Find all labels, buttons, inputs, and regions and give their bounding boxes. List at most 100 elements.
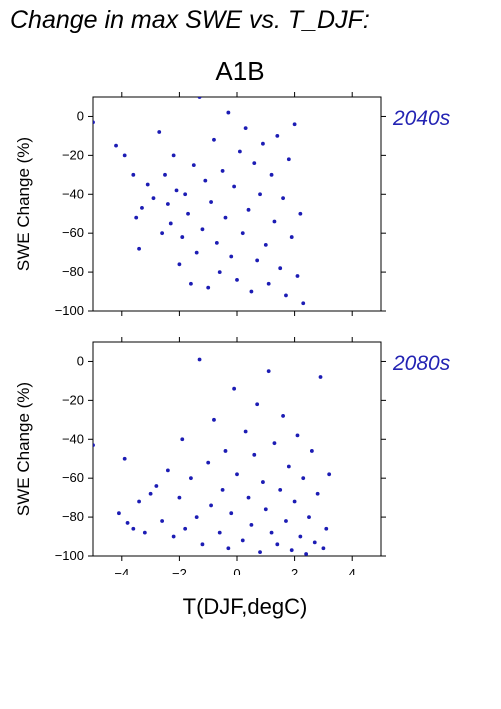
scatter-point <box>183 192 188 197</box>
scatter-point <box>278 266 283 271</box>
scatter-point <box>226 546 231 551</box>
scatter-point <box>292 499 297 504</box>
scatter-point <box>232 386 237 391</box>
scatter-point <box>318 375 323 379</box>
scatter-point <box>157 130 162 134</box>
y-axis-label: SWE Change (%) <box>14 382 33 516</box>
points-group <box>93 97 306 306</box>
scatter-point <box>194 515 199 519</box>
y-tick-label: −40 <box>62 431 84 446</box>
scatter-point <box>249 522 254 527</box>
scatter-point <box>229 511 234 516</box>
scatter-point <box>295 274 300 278</box>
scatter-point <box>246 495 251 500</box>
scatter-point <box>272 219 277 224</box>
y-axis-label: SWE Change (%) <box>14 137 33 271</box>
scatter-point <box>289 548 294 553</box>
scatter-point <box>154 484 159 488</box>
scatter-point <box>226 110 231 115</box>
scatter-point <box>298 534 303 539</box>
scatter-point <box>229 254 234 259</box>
scatter-point <box>327 472 332 477</box>
scatter-point <box>298 211 303 216</box>
scatter-point <box>217 530 222 535</box>
y-tick-label: −20 <box>62 147 84 162</box>
scatter-point <box>252 161 257 166</box>
scatter-point <box>263 242 268 247</box>
scatter-point <box>122 153 127 158</box>
scatter-point <box>134 215 139 220</box>
scatter-point <box>284 293 288 298</box>
scatter-point <box>168 221 173 226</box>
y-tick-label: 0 <box>77 108 84 123</box>
scatter-point <box>286 464 291 469</box>
scatter-point <box>131 172 136 177</box>
scatter-point <box>212 417 216 422</box>
scatter-point <box>235 472 239 477</box>
scatter-point <box>272 441 277 446</box>
scatter-point <box>309 449 314 453</box>
scatter-point <box>269 530 274 535</box>
scatter-point <box>289 235 294 239</box>
y-tick-label: −80 <box>62 509 84 524</box>
scatter-point <box>209 200 213 204</box>
scatter-point <box>278 487 283 492</box>
scatter-point <box>174 188 179 193</box>
scatter-point <box>180 437 185 442</box>
scatter-point <box>180 235 185 239</box>
period-label: 2040s <box>392 107 451 130</box>
scatter-point <box>266 369 271 374</box>
chart-main-title: Change in max SWE vs. T_DJF: <box>10 6 370 34</box>
scatter-point <box>145 182 150 187</box>
scatter-point <box>292 122 297 127</box>
scatter-point <box>137 246 141 251</box>
y-tick-label: −80 <box>62 264 84 279</box>
scatter-point <box>324 526 329 531</box>
scatter-point <box>194 250 199 255</box>
scatter-point <box>281 196 285 201</box>
x-tick-label: −2 <box>172 566 187 575</box>
scatter-point <box>122 456 127 461</box>
x-tick-label: −4 <box>114 566 129 575</box>
scatter-point <box>200 542 205 547</box>
scatter-point <box>140 205 144 210</box>
scatter-point <box>137 499 141 504</box>
scatter-point <box>246 207 251 212</box>
scatter-point <box>295 433 300 438</box>
scatter-point <box>142 530 147 535</box>
scatter-point <box>191 163 196 167</box>
scatter-point <box>183 526 188 531</box>
scatter-point <box>223 215 228 220</box>
scatter-point <box>258 550 262 555</box>
y-tick-label: −20 <box>62 392 84 407</box>
scatter-point <box>304 552 309 556</box>
points-group <box>93 357 332 556</box>
scatter-point <box>261 141 265 146</box>
plot-frame <box>92 341 382 557</box>
scatter-point <box>255 402 260 407</box>
y-tick-label: −60 <box>62 470 84 485</box>
scatter-point <box>209 503 213 508</box>
scatter-point <box>93 120 95 125</box>
scatter-point <box>117 511 121 516</box>
scatter-point <box>281 414 285 418</box>
scatter-point <box>243 429 248 434</box>
scatter-point <box>232 184 237 189</box>
scatter-point <box>312 540 317 545</box>
scatter-point <box>217 270 222 274</box>
scatter-point <box>275 134 280 138</box>
scatter-point <box>160 519 165 523</box>
scatter-point <box>197 97 202 99</box>
scatter-point <box>284 519 288 523</box>
x-tick-label: 2 <box>291 566 298 575</box>
scatter-point <box>93 443 95 448</box>
scatter-point <box>275 542 280 547</box>
scatter-point <box>177 495 182 500</box>
scatter-point <box>258 192 262 197</box>
scatter-point <box>235 277 239 282</box>
scatter-point <box>243 126 248 131</box>
scatter-point <box>189 476 193 481</box>
scatter-point <box>177 262 182 267</box>
plot-panel-2040s: 0 −20 −40 −60 −80 −100 SWE Change (%) 2040s <box>0 80 501 335</box>
scatter-point <box>186 211 190 216</box>
